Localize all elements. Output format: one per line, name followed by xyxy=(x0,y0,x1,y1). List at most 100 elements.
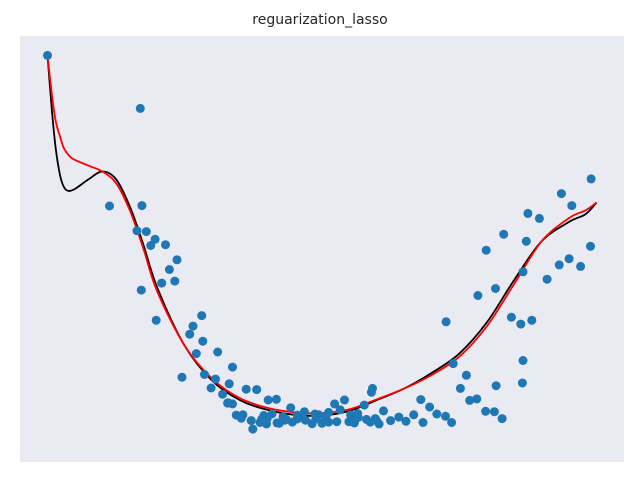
scatter-point xyxy=(409,410,419,420)
scatter-point xyxy=(418,418,428,427)
scatter-point xyxy=(151,315,161,325)
scatter-point xyxy=(348,416,358,426)
scatter-point xyxy=(105,201,114,211)
scatter-point xyxy=(310,409,320,419)
scatter-point xyxy=(228,362,237,372)
scatter-point xyxy=(188,321,198,331)
scatter-point xyxy=(164,265,174,274)
scatter-point xyxy=(366,387,376,397)
scatter-point xyxy=(137,201,147,211)
scatter-point xyxy=(499,229,509,239)
scatter-point xyxy=(379,406,388,416)
scatter-point xyxy=(481,406,491,416)
scatter-point xyxy=(353,409,363,419)
scatter-point xyxy=(586,174,596,184)
scatter-point xyxy=(416,395,426,405)
scatter-point xyxy=(441,411,450,421)
chart-title: reguarization_lasso xyxy=(252,12,388,28)
scatter-point xyxy=(272,418,282,428)
scatter-point xyxy=(141,227,151,237)
scatter-point xyxy=(441,317,451,327)
scatter-point xyxy=(262,414,272,424)
scatter-point xyxy=(491,284,500,293)
scatter-point xyxy=(576,261,586,271)
scatter-point xyxy=(200,370,209,379)
scatter-point xyxy=(197,311,207,321)
scatter-point xyxy=(281,414,291,424)
scatter-point xyxy=(554,260,564,270)
scatter-point xyxy=(455,383,465,393)
scatter-point xyxy=(518,356,528,365)
scatter-point xyxy=(136,285,146,295)
scatter-point xyxy=(246,416,256,426)
scatter-point xyxy=(542,274,552,284)
scatter-point xyxy=(461,370,471,380)
scatter-point xyxy=(301,415,310,425)
scatter-point xyxy=(523,208,533,218)
scatter-point xyxy=(332,417,342,427)
scatter-point xyxy=(218,389,228,399)
scatter-point xyxy=(211,374,220,384)
scatter-point xyxy=(497,414,507,424)
scatter-point xyxy=(223,398,233,408)
scatter-point xyxy=(286,403,296,413)
scatter-point xyxy=(252,385,262,395)
scatter-point xyxy=(447,418,457,427)
scatter-point xyxy=(473,291,483,300)
scatter-point xyxy=(491,381,501,391)
scatter-point xyxy=(586,241,595,251)
series-line-red xyxy=(46,55,598,415)
scatter-point xyxy=(432,409,442,419)
scatter-point xyxy=(172,255,182,265)
scatter-point xyxy=(170,276,180,286)
scatter-point xyxy=(521,236,531,246)
scatter-point xyxy=(394,412,404,422)
scatter-point xyxy=(177,372,187,382)
scatter-point xyxy=(465,395,475,405)
scatter-point xyxy=(292,410,302,420)
scatter-point xyxy=(567,201,577,211)
scatter-point xyxy=(157,278,167,288)
scatter-point xyxy=(506,312,516,322)
plot-area xyxy=(20,36,624,462)
scatter-point xyxy=(472,394,482,404)
scatter-point xyxy=(248,424,258,434)
scatter-point xyxy=(556,189,566,199)
scatter-point xyxy=(185,329,195,339)
scatter-point xyxy=(489,407,499,417)
scatter-point xyxy=(263,395,273,405)
scatter-point xyxy=(359,400,369,410)
scatter-point xyxy=(340,395,349,405)
scatter-point xyxy=(516,319,526,329)
scatter-point xyxy=(448,359,458,369)
scatter-point xyxy=(386,416,396,426)
scatter-point xyxy=(191,349,201,359)
scatter-point xyxy=(224,379,234,389)
scatter-point xyxy=(271,394,281,404)
scatter-point xyxy=(231,410,241,420)
scatter-point xyxy=(335,405,345,415)
scatter-point xyxy=(517,378,527,388)
scatter-point xyxy=(365,417,375,427)
scatter-points xyxy=(43,50,596,434)
scatter-point xyxy=(518,267,528,277)
scatter-point xyxy=(425,402,435,412)
scatter-point xyxy=(481,245,491,255)
scatter-point xyxy=(321,412,331,422)
scatter-point xyxy=(374,419,384,429)
scatter-point xyxy=(198,336,208,346)
scatter-point xyxy=(150,234,160,244)
scatter-point xyxy=(213,347,223,357)
scatter-point xyxy=(241,384,251,394)
scatter-point xyxy=(206,383,216,393)
scatter-point xyxy=(564,254,574,264)
scatter-point xyxy=(534,213,544,223)
scatter-point xyxy=(401,416,411,426)
scatter-point xyxy=(330,399,340,409)
scatter-point xyxy=(161,240,170,250)
scatter-point xyxy=(135,103,145,113)
scatter-point xyxy=(43,50,52,60)
scatter-point xyxy=(299,407,309,417)
scatter-point xyxy=(527,315,537,325)
